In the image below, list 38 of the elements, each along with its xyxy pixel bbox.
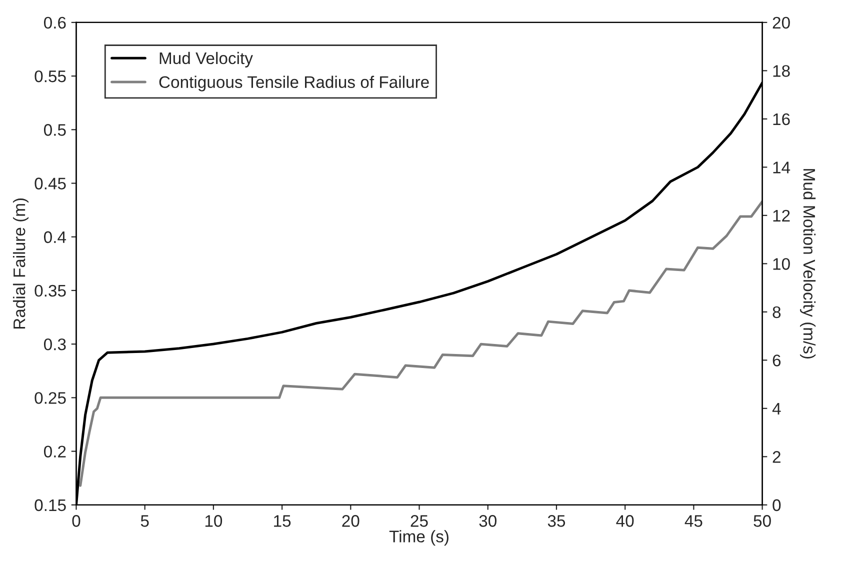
x-tick-label: 30 xyxy=(479,515,496,527)
y2-tick-label: 18 xyxy=(773,65,790,77)
y2-axis-title: Mud Motion Velocity (m/s) xyxy=(800,169,816,359)
y2-tick-label: 16 xyxy=(773,113,790,126)
y-tick-label: 0.45 xyxy=(34,178,66,190)
y-tick-label: 0.55 xyxy=(34,70,66,82)
x-tick-label: 50 xyxy=(754,515,771,527)
x-axis-title: Time (s) xyxy=(389,530,448,546)
x-tick-label: 35 xyxy=(548,515,566,527)
y-tick-label: 0.3 xyxy=(44,338,66,350)
y2-tick-label: 14 xyxy=(773,162,790,174)
y-axis-title: Radial Failure (m) xyxy=(12,198,29,329)
y-tick-label: 0.35 xyxy=(34,284,66,297)
legend-label: Contiguous Tensile Radius of Failure xyxy=(159,76,429,92)
x-tick-label: 25 xyxy=(410,515,428,527)
y2-tick-label: 2 xyxy=(772,451,780,463)
y2-tick-label: 8 xyxy=(772,306,781,318)
y2-tick-label: 6 xyxy=(772,354,781,366)
legend-label: Mud Velocity xyxy=(160,52,253,68)
x-tick-label: 10 xyxy=(205,515,222,527)
y2-tick-label: 0 xyxy=(772,499,781,512)
x-tick-label: 40 xyxy=(616,515,634,527)
y2-tick-label: 4 xyxy=(772,402,781,414)
y2-tick-label: 20 xyxy=(772,16,790,29)
y-tick-label: 0.6 xyxy=(44,16,66,29)
line-series xyxy=(79,200,762,487)
x-tick-label: 0 xyxy=(72,515,80,527)
y-tick-label: 0.4 xyxy=(44,231,66,244)
y2-tick-label: 10 xyxy=(773,258,790,270)
y2-tick-label: 12 xyxy=(773,210,790,222)
y-tick-label: 0.25 xyxy=(34,392,66,404)
y-tick-label: 0.5 xyxy=(44,124,66,136)
x-tick-label: 45 xyxy=(684,515,702,527)
x-tick-label: 15 xyxy=(274,515,291,527)
x-tick-label: 20 xyxy=(342,515,360,527)
y-tick-label: 0.15 xyxy=(34,499,66,512)
y-tick-label: 0.2 xyxy=(44,446,66,458)
x-tick-label: 5 xyxy=(140,515,149,527)
